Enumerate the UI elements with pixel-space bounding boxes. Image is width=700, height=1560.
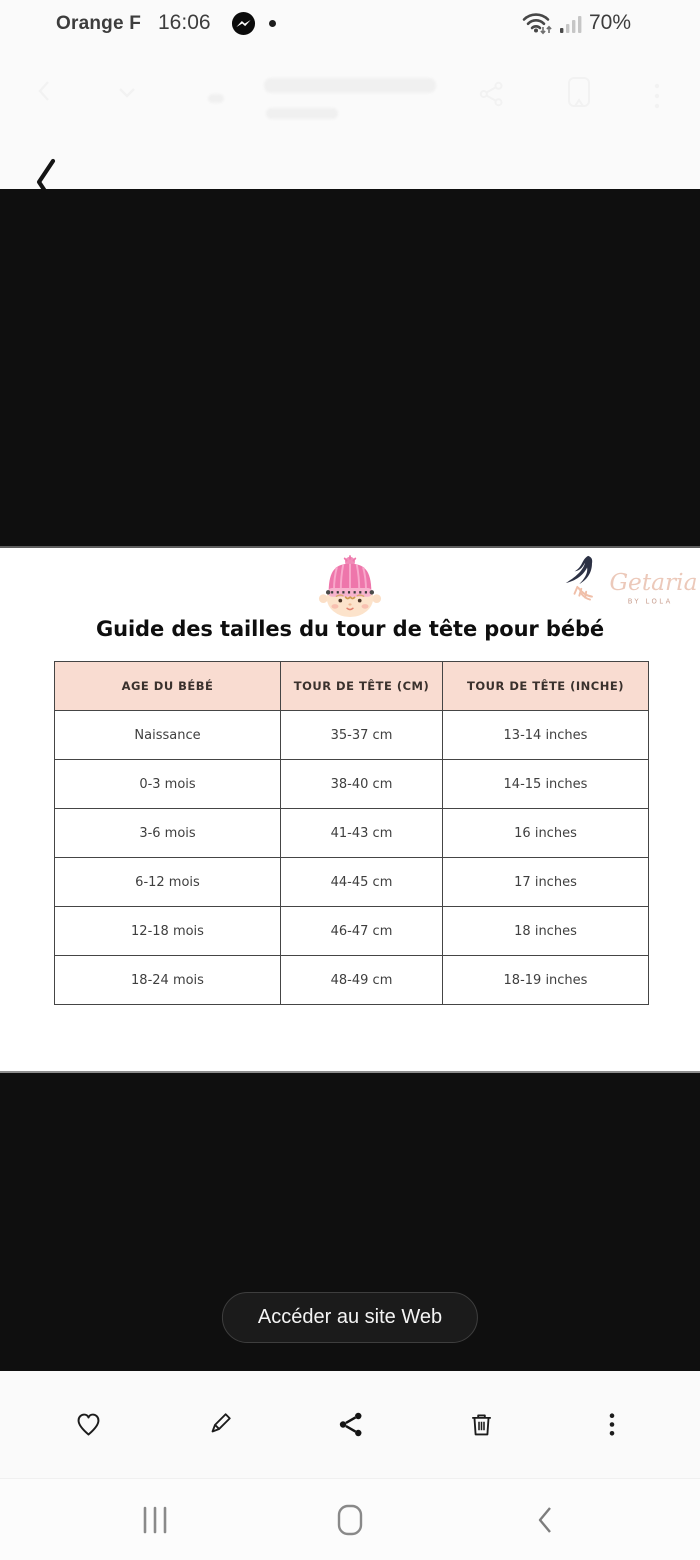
signal-strength-icon <box>559 13 583 35</box>
carrier-label: Orange F <box>56 13 142 34</box>
ghost-chevron-down-icon <box>118 86 136 104</box>
column-header: AGE DU BÉBÉ <box>54 661 281 711</box>
ghost-bookmark-icon <box>566 76 592 115</box>
brand-byline: BY LOLA <box>628 597 673 605</box>
brand-logo: Getaria BY LOLA <box>550 551 698 617</box>
battery-icon <box>638 8 656 36</box>
back-icon[interactable] <box>530 1503 560 1537</box>
table-row: 12-18 mois 46-47 cm 18 inches <box>54 906 649 956</box>
edit-pencil-icon[interactable] <box>204 1410 234 1440</box>
age-cell: 6-12 mois <box>54 857 281 907</box>
age-cell: 3-6 mois <box>54 808 281 858</box>
column-header: TOUR DE TÊTE (CM) <box>280 661 443 711</box>
age-cell: 18-24 mois <box>54 955 281 1005</box>
inch-cell: 14-15 inches <box>442 759 649 809</box>
hair-swoosh-icon <box>565 555 593 584</box>
bottom-toolbar <box>0 1371 700 1478</box>
page-title: Guide des tailles du tour de tête pour b… <box>95 617 605 641</box>
cm-cell: 48-49 cm <box>280 955 443 1005</box>
brand-name: Getaria <box>609 569 697 596</box>
favorite-heart-icon[interactable] <box>73 1410 103 1440</box>
table-header-row: AGE DU BÉBÉ TOUR DE TÊTE (CM) TOUR DE TÊ… <box>54 661 649 711</box>
table-row: 6-12 mois 44-45 cm 17 inches <box>54 857 649 907</box>
inch-cell: 18-19 inches <box>442 955 649 1005</box>
notification-dot <box>269 20 276 27</box>
size-table: AGE DU BÉBÉ TOUR DE TÊTE (CM) TOUR DE TÊ… <box>54 661 649 1005</box>
table-row: 3-6 mois 41-43 cm 16 inches <box>54 808 649 858</box>
age-cell: Naissance <box>54 710 281 760</box>
ghost-more-options-icon <box>652 82 662 115</box>
column-header: TOUR DE TÊTE (INCHE) <box>442 661 649 711</box>
table-row: 18-24 mois 48-49 cm 18-19 inches <box>54 955 649 1005</box>
status-bar: Orange F 16:06 <box>0 0 700 56</box>
table-row: Naissance 35-37 cm 13-14 inches <box>54 710 649 760</box>
wifi-icon <box>521 9 555 37</box>
messenger-icon <box>231 11 256 36</box>
cm-cell: 35-37 cm <box>280 710 443 760</box>
ghost-title-line <box>264 78 436 93</box>
status-clock: 16:06 <box>158 11 211 34</box>
age-cell: 12-18 mois <box>54 906 281 956</box>
android-nav-bar <box>0 1478 700 1560</box>
inch-cell: 18 inches <box>442 906 649 956</box>
knit-hat-icon <box>325 555 375 597</box>
cm-cell: 38-40 cm <box>280 759 443 809</box>
cm-cell: 44-45 cm <box>280 857 443 907</box>
inch-cell: 13-14 inches <box>442 710 649 760</box>
ghost-share-icon <box>477 80 505 113</box>
photo-letterbox-bottom: Accéder au site Web <box>0 1071 700 1371</box>
delete-trash-icon[interactable] <box>466 1410 496 1440</box>
ghost-subtitle-line <box>266 108 338 119</box>
inch-cell: 17 inches <box>442 857 649 907</box>
battery-percent-label: 70% <box>589 11 632 34</box>
table-row: 0-3 mois 38-40 cm 14-15 inches <box>54 759 649 809</box>
baby-face-icon <box>316 555 384 619</box>
cm-cell: 46-47 cm <box>280 906 443 956</box>
visit-website-button[interactable]: Accéder au site Web <box>221 1292 479 1343</box>
ghost-badge <box>208 94 224 103</box>
home-icon[interactable] <box>335 1503 365 1537</box>
share-icon[interactable] <box>335 1410 365 1440</box>
logo-face-icon <box>573 585 593 601</box>
gallery-header <box>0 56 700 206</box>
age-cell: 0-3 mois <box>54 759 281 809</box>
cm-cell: 41-43 cm <box>280 808 443 858</box>
photo-letterbox-top <box>0 189 700 548</box>
ghost-back-icon <box>36 80 52 107</box>
inch-cell: 16 inches <box>442 808 649 858</box>
more-options-icon[interactable] <box>597 1410 627 1440</box>
photo-content[interactable]: Getaria BY LOLA Guide des tailles du tou… <box>0 548 700 1071</box>
recents-icon[interactable] <box>140 1503 170 1537</box>
